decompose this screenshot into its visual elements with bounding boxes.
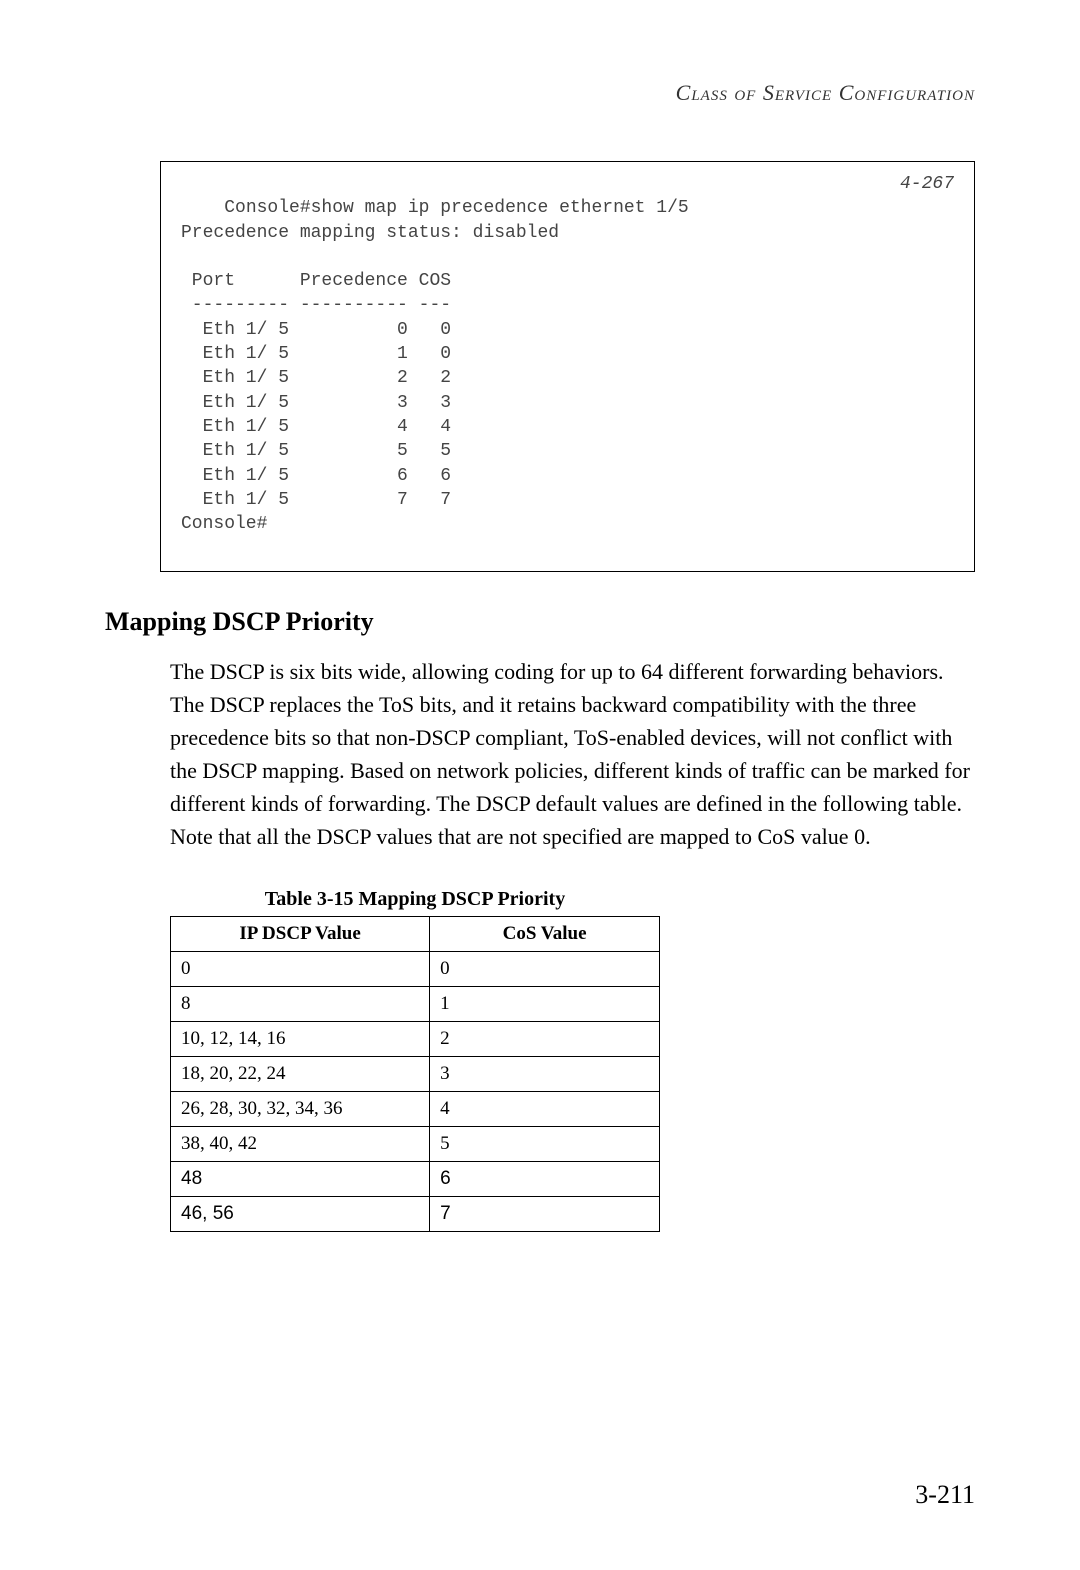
table-cell-dscp: 38, 40, 42 bbox=[171, 1126, 430, 1161]
table-row: 10, 12, 14, 162 bbox=[171, 1021, 660, 1056]
table-cell-dscp: 26, 28, 30, 32, 34, 36 bbox=[171, 1091, 430, 1126]
table-row: 81 bbox=[171, 986, 660, 1021]
table-cell-dscp: 46, 56 bbox=[171, 1196, 430, 1231]
table-row: 46, 567 bbox=[171, 1196, 660, 1231]
console-output-box: 4-267 Console#show map ip precedence ethe… bbox=[160, 161, 975, 572]
table-cell-dscp: 0 bbox=[171, 951, 430, 986]
table-row: 18, 20, 22, 243 bbox=[171, 1056, 660, 1091]
table-row: 486 bbox=[171, 1161, 660, 1196]
table-cell-dscp: 48 bbox=[171, 1161, 430, 1196]
table-cell-dscp: 10, 12, 14, 16 bbox=[171, 1021, 430, 1056]
table-cell-cos: 4 bbox=[430, 1091, 660, 1126]
table-header-row: IP DSCP Value CoS Value bbox=[171, 916, 660, 951]
table-cell-cos: 6 bbox=[430, 1161, 660, 1196]
section-heading: Mapping DSCP Priority bbox=[105, 607, 975, 637]
table-cell-cos: 1 bbox=[430, 986, 660, 1021]
table-cell-dscp: 8 bbox=[171, 986, 430, 1021]
table-cell-cos: 3 bbox=[430, 1056, 660, 1091]
page-container: Class of Service Configuration 4-267 Cons… bbox=[0, 0, 1080, 1282]
table-header-dscp: IP DSCP Value bbox=[171, 916, 430, 951]
dscp-mapping-table: IP DSCP Value CoS Value 008110, 12, 14, … bbox=[170, 916, 660, 1232]
table-row: 00 bbox=[171, 951, 660, 986]
table-cell-cos: 2 bbox=[430, 1021, 660, 1056]
table-row: 26, 28, 30, 32, 34, 364 bbox=[171, 1091, 660, 1126]
table-cell-cos: 0 bbox=[430, 951, 660, 986]
header-title: Class of Service Configuration bbox=[676, 80, 975, 105]
console-lines: Console#show map ip precedence ethernet … bbox=[181, 198, 689, 534]
table-body: 008110, 12, 14, 16218, 20, 22, 24326, 28… bbox=[171, 951, 660, 1231]
section-body: The DSCP is six bits wide, allowing codi… bbox=[170, 655, 975, 853]
console-page-ref: 4-267 bbox=[900, 172, 954, 196]
table-header-cos: CoS Value bbox=[430, 916, 660, 951]
table-cell-dscp: 18, 20, 22, 24 bbox=[171, 1056, 430, 1091]
page-header: Class of Service Configuration bbox=[105, 80, 975, 106]
table-cell-cos: 7 bbox=[430, 1196, 660, 1231]
table-cell-cos: 5 bbox=[430, 1126, 660, 1161]
table-row: 38, 40, 425 bbox=[171, 1126, 660, 1161]
table-caption: Table 3-15 Mapping DSCP Priority bbox=[170, 888, 660, 911]
page-number: 3-211 bbox=[915, 1480, 975, 1510]
